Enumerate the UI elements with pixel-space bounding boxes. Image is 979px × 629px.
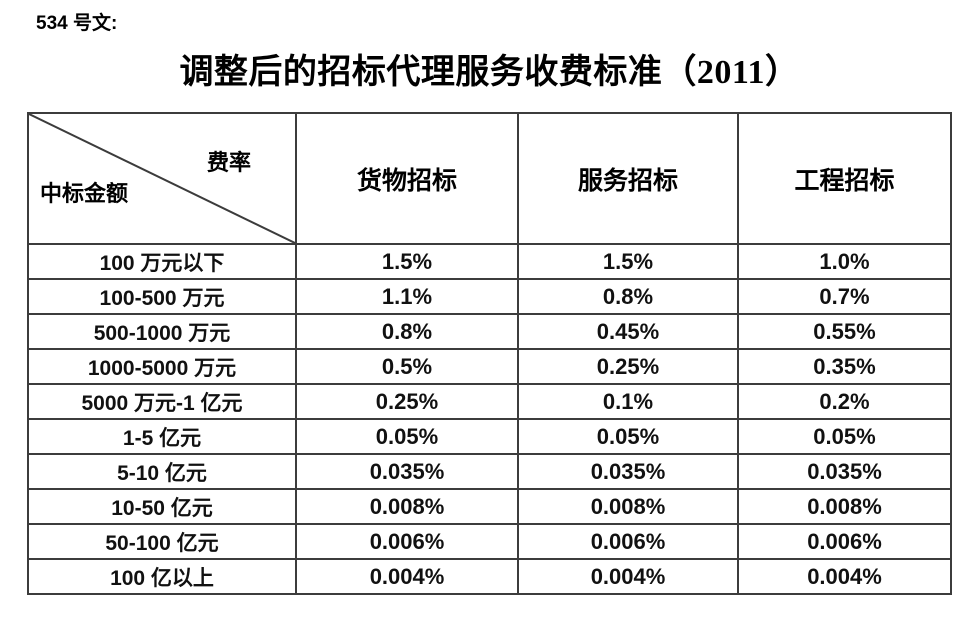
doc-ref: 534 号文: [36,13,118,34]
fee-cell-engineering: 0.008% [737,488,952,525]
fee-cell-engineering: 0.35% [737,348,952,385]
fee-cell-goods: 1.5% [295,243,519,280]
row-label-amount-range: 100 亿以上 [27,558,297,595]
fee-cell-service: 0.008% [517,488,739,525]
row-label-amount-range: 5000 万元-1 亿元 [27,383,297,420]
fee-cell-service: 1.5% [517,243,739,280]
table-row: 5000 万元-1 亿元 0.25% 0.1% 0.2% [27,383,952,420]
fee-cell-goods: 1.1% [295,278,519,315]
table-row: 100 万元以下 1.5% 1.5% 1.0% [27,243,952,280]
fee-cell-goods: 0.8% [295,313,519,350]
column-header-goods-bidding: 货物招标 [295,112,519,245]
row-label-amount-range: 1000-5000 万元 [27,348,297,385]
corner-cell: 费率 中标金额 [27,112,297,245]
fee-cell-service: 0.05% [517,418,739,455]
fee-cell-service: 0.035% [517,453,739,490]
row-label-amount-range: 10-50 亿元 [27,488,297,525]
table-row: 100 亿以上 0.004% 0.004% 0.004% [27,558,952,595]
row-label-amount-range: 100-500 万元 [27,278,297,315]
fee-cell-goods: 0.008% [295,488,519,525]
fee-cell-engineering: 0.55% [737,313,952,350]
row-label-amount-range: 500-1000 万元 [27,313,297,350]
table-row: 50-100 亿元 0.006% 0.006% 0.006% [27,523,952,560]
table-row: 100-500 万元 1.1% 0.8% 0.7% [27,278,952,315]
table-row: 10-50 亿元 0.008% 0.008% 0.008% [27,488,952,525]
fee-cell-service: 0.1% [517,383,739,420]
fee-cell-service: 0.004% [517,558,739,595]
corner-label-amount: 中标金额 [40,181,129,206]
fee-cell-engineering: 0.004% [737,558,952,595]
fee-cell-goods: 0.006% [295,523,519,560]
diagonal-divider-line [29,114,295,243]
header-row: 费率 中标金额 货物招标 服务招标 工程招标 [27,112,952,245]
row-label-amount-range: 1-5 亿元 [27,418,297,455]
table-row: 1000-5000 万元 0.5% 0.25% 0.35% [27,348,952,385]
fee-cell-service: 0.25% [517,348,739,385]
fee-cell-engineering: 0.035% [737,453,952,490]
fee-cell-service: 0.8% [517,278,739,315]
fee-cell-goods: 0.25% [295,383,519,420]
fee-cell-engineering: 0.7% [737,278,952,315]
page-title: 调整后的招标代理服务收费标准（2011） [179,54,800,91]
fee-cell-engineering: 1.0% [737,243,952,280]
column-header-service-bidding: 服务招标 [517,112,739,245]
fee-cell-engineering: 0.006% [737,523,952,560]
fee-table-body: 100 万元以下 1.5% 1.5% 1.0% 100-500 万元 1.1% … [27,243,952,595]
row-label-amount-range: 5-10 亿元 [27,453,297,490]
fee-cell-service: 0.006% [517,523,739,560]
fee-cell-service: 0.45% [517,313,739,350]
table-row: 500-1000 万元 0.8% 0.45% 0.55% [27,313,952,350]
fee-table: 费率 中标金额 货物招标 服务招标 工程招标 100 万元以下 1.5% 1.5… [27,112,952,595]
fee-cell-goods: 0.05% [295,418,519,455]
fee-cell-goods: 0.5% [295,348,519,385]
fee-cell-goods: 0.004% [295,558,519,595]
fee-cell-engineering: 0.05% [737,418,952,455]
row-label-amount-range: 100 万元以下 [27,243,297,280]
table-row: 5-10 亿元 0.035% 0.035% 0.035% [27,453,952,490]
row-label-amount-range: 50-100 亿元 [27,523,297,560]
column-header-engineering-bidding: 工程招标 [737,112,952,245]
fee-cell-engineering: 0.2% [737,383,952,420]
table-row: 1-5 亿元 0.05% 0.05% 0.05% [27,418,952,455]
corner-label-rate: 费率 [206,150,251,175]
fee-cell-goods: 0.035% [295,453,519,490]
